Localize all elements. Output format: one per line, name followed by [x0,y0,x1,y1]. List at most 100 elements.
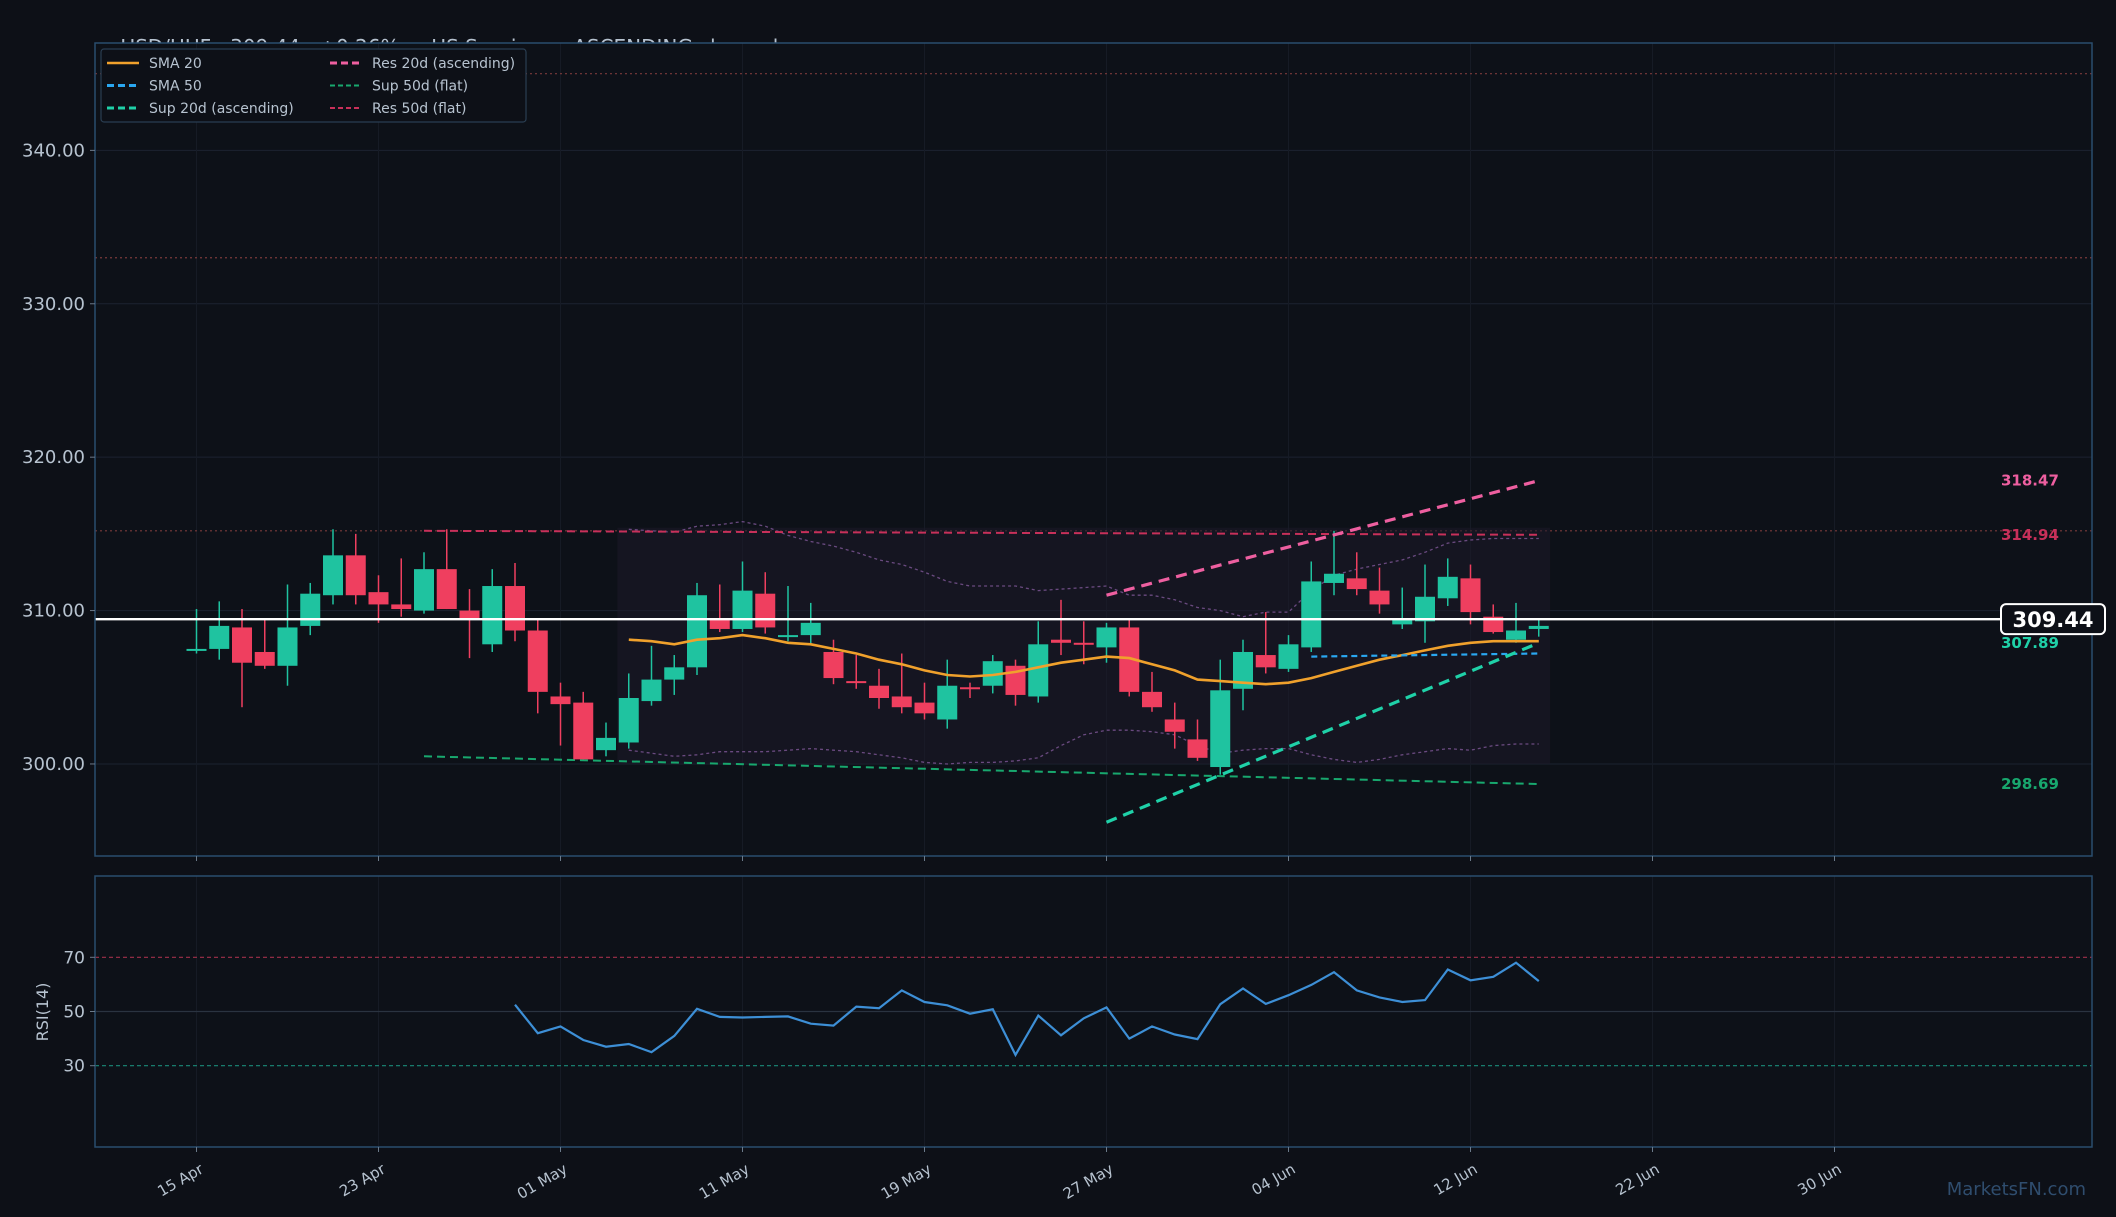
candle-body [1483,616,1504,633]
level-label-sup20: 307.89 [2001,634,2059,652]
candle-body [232,627,252,663]
candle-body [914,702,935,714]
sup-20d-line [1105,641,1540,824]
date-tick-label: 19 May [878,1160,935,1203]
date-tick-label: 22 Jun [1613,1160,1663,1199]
date-tick-label: 01 May [514,1160,571,1203]
candle-body [1437,576,1458,599]
candle-body [1187,739,1208,758]
candle-body [1255,655,1276,668]
date-tick-label: 15 Apr [154,1159,207,1200]
rsi-ytick-label: 30 [63,1057,85,1077]
candle-body [1119,627,1140,692]
candle-body [1392,619,1413,625]
candle-body [596,737,616,751]
legend-box [100,48,527,123]
sma-20-line [628,633,1539,686]
candle-body [482,586,503,645]
date-tick-label: 30 Jun [1795,1160,1845,1199]
candle-body [186,648,207,651]
legend-label-sma20: SMA 20 [149,56,202,72]
candle-body [687,595,707,668]
legend: SMA 20 Res 20d (ascending) SMA 50 Sup 50d (… [100,48,527,123]
date-tick-label: 12 Jun [1431,1160,1481,1199]
res-50d-line [423,529,1539,536]
candle-body [1233,651,1253,689]
candle-body [1210,690,1231,768]
rsi-plot-area [95,956,2092,1067]
candle-body [664,667,685,680]
candle-body [641,679,662,702]
date-tick-label: 27 May [1060,1160,1117,1203]
candle-body [527,630,548,692]
candle-body [846,681,867,684]
legend-label-sma50: SMA 50 [149,79,202,95]
candle-body [618,698,639,743]
candle-body [391,604,412,610]
candle-body [1073,642,1094,645]
candle-body [1301,581,1322,648]
price-plot-area [95,73,2092,824]
price-ytick-label: 300.00 [22,754,85,775]
candle-body [414,569,434,611]
candle-body [550,696,571,705]
level-label-res50: 314.94 [2001,526,2059,544]
candle-body [1528,625,1549,629]
level-label-res20: 318.47 [2001,472,2059,490]
rsi-ytick-label: 70 [63,948,85,968]
candle-body [1278,644,1299,669]
candle-body [505,586,525,631]
candle-body [323,555,343,596]
legend-label-sup50: Sup 50d (flat) [372,79,468,95]
price-ytick-label: 320.00 [22,447,85,468]
candle-body [436,569,457,610]
price-ytick-label: 330.00 [22,294,85,315]
current-price-tag-label: 309.44 [2012,608,2093,632]
legend-label-sup20: Sup 20d (ascending) [149,101,294,117]
candle-body [345,555,366,596]
price-panel-frame [94,42,2093,857]
legend-label-res20: Res 20d (ascending) [372,56,515,72]
price-ytick-label: 310.00 [22,601,85,622]
date-tick-label: 11 May [696,1160,753,1203]
candle-body [300,593,321,626]
candle-body [1142,691,1162,708]
candle-body [1506,630,1526,640]
candle-body [1369,590,1390,605]
candle-body [1096,627,1117,648]
candle-body [573,702,594,760]
rsi-line [514,961,1540,1058]
candle-body [277,627,298,666]
sma-50-line [1311,652,1539,658]
candle-body [368,592,389,605]
legend-label-res50: Res 50d (flat) [372,101,466,117]
candle-body [937,685,958,720]
price-ytick-label: 340.00 [22,140,85,161]
candle-body [1028,644,1049,697]
date-tick-label: 04 Jun [1249,1160,1299,1199]
candle-body [960,687,980,690]
candle-body [1324,573,1344,583]
candle-body [800,622,821,636]
candle-body [254,651,275,666]
date-tick-label: 23 Apr [336,1159,389,1200]
candle-body [1164,719,1185,732]
level-label-sup50: 298.69 [2001,775,2059,793]
band-lower-line [628,729,1539,765]
candle-body [459,610,480,619]
candle-body [755,593,776,628]
candle-body [709,618,730,629]
watermark: MarketsFN.com [1946,1179,2086,1200]
right-price-labels: 318.47 314.94 307.89 298.69 309.44 [2000,472,2106,793]
rsi-ytick-label: 50 [63,1003,85,1023]
candle-body [1051,639,1071,643]
candle-body [869,685,889,699]
candle-body [732,590,753,629]
candle-body [209,625,230,649]
rsi-axis-label: RSI(14) [33,983,52,1042]
sup-50d-line [423,755,1539,786]
candle-body [823,651,844,679]
candle-body [1415,596,1435,622]
